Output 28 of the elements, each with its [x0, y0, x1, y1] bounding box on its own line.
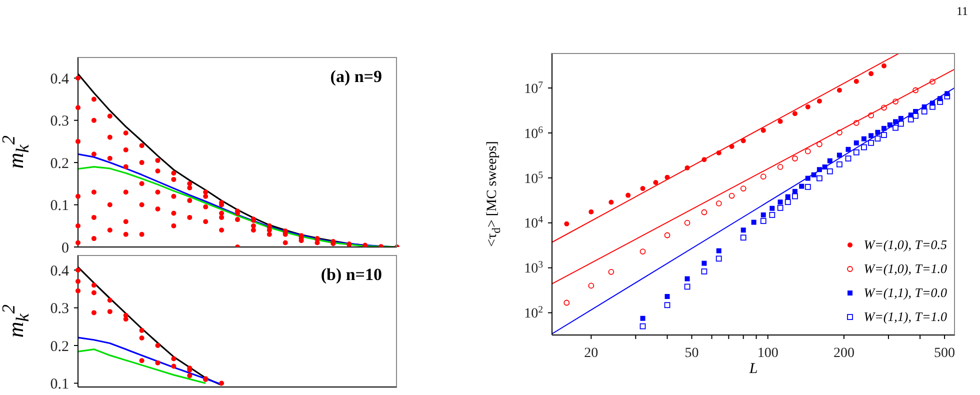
y-tick-label: 10$^{2}$ — [524, 304, 544, 322]
y-tick-label: 10$^{3}$ — [524, 259, 544, 277]
legend-label: W=(1,0), T=1.0 — [864, 261, 947, 277]
y-tick-label: 0 — [62, 240, 69, 256]
y-tick-label: 10$^{6}$ — [524, 124, 544, 142]
y-tick-label: 0.2 — [50, 338, 69, 355]
y-tick-label: 0.4 — [50, 263, 70, 280]
y-tick-label: 10$^{7}$ — [524, 79, 544, 97]
legend-label: W=(1,1), T=0.0 — [864, 285, 947, 301]
y-tick-label: 0.4 — [50, 71, 70, 88]
legend-label: W=(1,1), T=1.0 — [864, 309, 947, 325]
legend-label: W=(1,0), T=0.5 — [864, 237, 947, 253]
y-tick-label: 0.1 — [50, 198, 69, 214]
y-tick-label: 0.2 — [50, 156, 69, 172]
x-tick-label: 500 — [934, 346, 956, 361]
y-tick-label: 0.3 — [50, 301, 69, 318]
x-tick-label: 100 — [757, 346, 778, 361]
x-axis-title: L — [748, 361, 759, 378]
y-tick-label: 0.1 — [50, 376, 69, 392]
annotation: (a) n=9 — [330, 67, 382, 87]
x-tick-label: 50 — [684, 346, 699, 361]
y-tick-label: 10$^{4}$ — [524, 214, 544, 232]
text: 11 — [956, 4, 968, 19]
y-tick-label: 0.3 — [50, 114, 69, 130]
x-tick-label: 20 — [584, 346, 598, 361]
annotation: (b) n=10 — [320, 265, 382, 285]
x-tick-label: 200 — [833, 346, 854, 361]
y-tick-label: 10$^{5}$ — [524, 169, 544, 187]
